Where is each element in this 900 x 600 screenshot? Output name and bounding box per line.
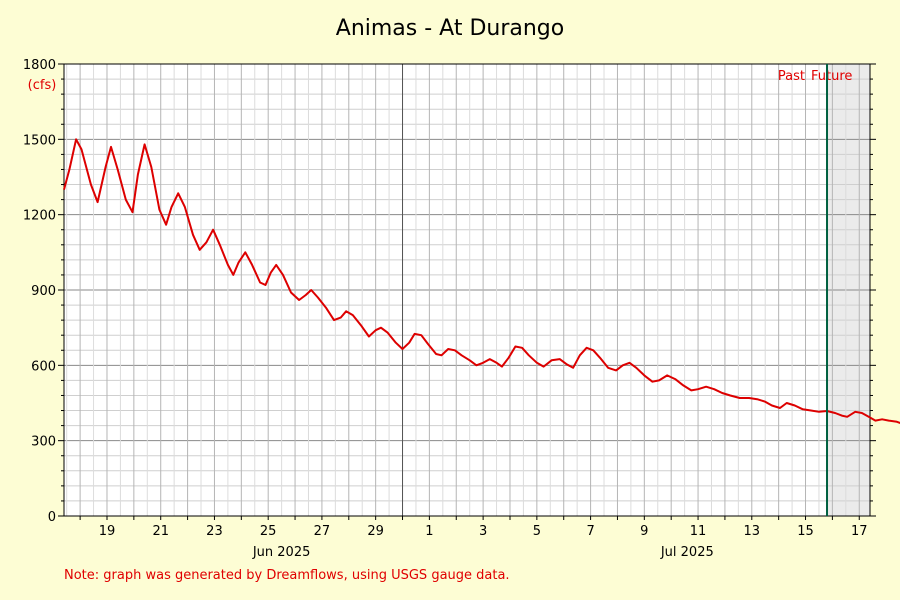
x-tick-label: 5: [533, 524, 541, 539]
flow-series-line: [63, 138, 900, 425]
x-month-label: Jun 2025: [252, 545, 311, 560]
past-label: Past: [778, 69, 805, 84]
y-axis-ticks: 0 300 600 900 1200 1500 1800: [23, 58, 876, 525]
x-tick-label: 11: [690, 524, 707, 539]
series-group: [63, 138, 900, 425]
x-tick-label: 7: [586, 524, 594, 539]
future-label: Future: [811, 69, 852, 84]
x-tick-label: 1: [425, 524, 433, 539]
y-tick-label: 900: [31, 284, 56, 299]
y-tick-label: 0: [48, 510, 56, 525]
x-tick-label: 19: [99, 524, 116, 539]
grid-lines: [64, 63, 870, 517]
x-tick-label: 29: [367, 524, 384, 539]
x-tick-label: 15: [797, 524, 814, 539]
x-tick-label: 25: [260, 524, 277, 539]
x-tick-label: 27: [314, 524, 331, 539]
x-tick-label: 17: [851, 524, 868, 539]
x-tick-label: 23: [206, 524, 223, 539]
x-tick-label: 9: [640, 524, 648, 539]
x-tick-label: 13: [744, 524, 761, 539]
y-tick-label: 1800: [23, 58, 56, 73]
x-tick-label: 21: [152, 524, 169, 539]
y-tick-label: 300: [31, 435, 56, 450]
y-tick-label: 1500: [23, 133, 56, 148]
y-tick-label: 1200: [23, 209, 56, 224]
x-tick-label: 3: [479, 524, 487, 539]
chart-title: Animas - At Durango: [336, 16, 564, 41]
y-axis-unit: (cfs): [28, 78, 57, 93]
y-tick-label: 600: [31, 359, 56, 374]
footer-note: Note: graph was generated by Dreamflows,…: [64, 568, 510, 583]
x-month-label: Jul 2025: [660, 545, 714, 560]
